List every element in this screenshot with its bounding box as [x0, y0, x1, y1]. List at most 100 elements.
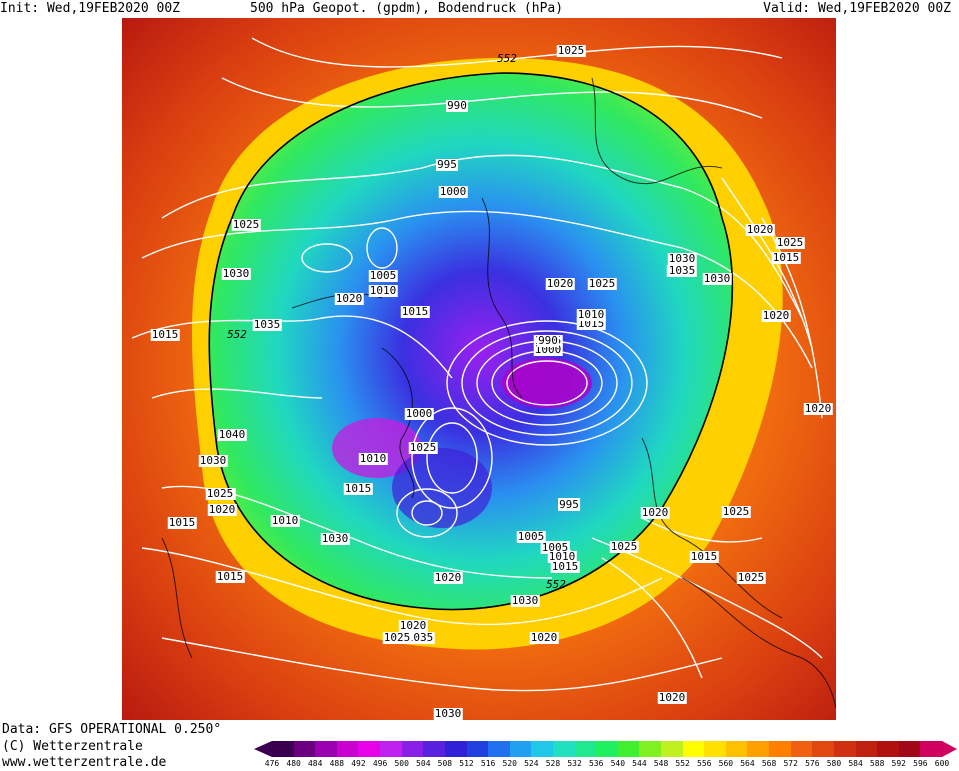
- legend-swatch: [596, 741, 619, 757]
- legend-tick-label: 552: [675, 759, 690, 768]
- legend-tick-label: 484: [307, 759, 323, 768]
- isobar-label: 1035: [405, 631, 435, 644]
- legend-tick-label: 504: [416, 759, 431, 768]
- isobar-label: 1030: [510, 594, 540, 607]
- isobar-label: 1010: [368, 284, 398, 297]
- legend-tick-label: 540: [610, 759, 626, 768]
- legend-tick-label: 524: [524, 759, 539, 768]
- isobar-label: 1025: [382, 631, 412, 644]
- isobar-label: 1030: [667, 252, 697, 265]
- isobar-label: 1010: [576, 308, 606, 321]
- isobar-label: 1030: [702, 272, 732, 285]
- legend-swatch: [466, 741, 489, 757]
- isobar-label: 1020: [657, 691, 687, 704]
- legend-tick-label: 588: [869, 759, 885, 768]
- isobar-lines: [131, 37, 823, 692]
- isobar-label: 1010: [270, 514, 300, 527]
- isobar-label: 1025: [721, 505, 751, 518]
- weather-map: [122, 18, 836, 720]
- legend-swatch: [552, 741, 576, 757]
- isobar-label: 1015: [771, 251, 801, 264]
- isobar-label: 1000: [404, 407, 434, 420]
- low-center-east: [502, 358, 592, 408]
- legend-tick-label: 488: [329, 759, 345, 768]
- legend-swatch: [293, 741, 316, 757]
- height-contour-label: 552: [227, 328, 247, 341]
- isobar-label: 1025: [775, 236, 805, 249]
- legend-tick-label: 572: [783, 759, 798, 768]
- isobar-label: 1010: [358, 452, 388, 465]
- legend-tick-label: 576: [805, 759, 820, 768]
- isobar-label: 1015: [400, 305, 430, 318]
- isobar-label: 1030: [433, 707, 463, 720]
- legend-swatch: [358, 741, 381, 757]
- legend-tick-label: 500: [394, 759, 409, 768]
- isobar-label: 1010: [547, 550, 577, 563]
- legend-tick-label: 564: [740, 759, 755, 768]
- legend-swatch: [509, 741, 532, 757]
- isobar-label: 1015: [167, 516, 197, 529]
- isobar-label: 995: [436, 158, 458, 171]
- isobar-label: 1025: [587, 277, 617, 290]
- legend-tick-label: 528: [545, 759, 561, 768]
- isobar-label: 1020: [640, 506, 670, 519]
- legend-tick-label: 476: [264, 759, 280, 768]
- legend-tick-label: 532: [567, 759, 582, 768]
- legend-tick-label: 568: [761, 759, 777, 768]
- legend-tick-label: 492: [351, 759, 366, 768]
- website-url: www.wetterzentrale.de: [2, 755, 167, 770]
- isobar-label: 1035: [252, 318, 282, 331]
- polar-vortex-area: [209, 73, 733, 610]
- legend-swatch: [444, 741, 467, 757]
- legend-swatch: [639, 741, 662, 757]
- isobar-label: 1020: [803, 402, 833, 415]
- height-contour-label: 552: [497, 52, 517, 65]
- legend-swatch: [682, 741, 705, 757]
- legend-swatch: [920, 741, 943, 757]
- isobar-label: 1015: [343, 482, 373, 495]
- copyright: (C) Wetterzentrale: [2, 739, 143, 754]
- isobar-label: 1025: [556, 44, 586, 57]
- legend-swatch: [401, 741, 424, 757]
- legend-swatch: [488, 741, 511, 757]
- isobar-label: 1030: [320, 532, 350, 545]
- isobar-label: 1015: [689, 550, 719, 563]
- geopotential-map-canvas: [122, 18, 836, 720]
- legend-tick-label: 544: [632, 759, 647, 768]
- legend-tick-label: 548: [653, 759, 669, 768]
- isobar-label: 1015: [550, 560, 580, 573]
- legend-swatch: [725, 741, 748, 757]
- color-scale-legend: 476 480 484 488 492 496 500 504 508 512 516 520 524 5…: [254, 741, 959, 770]
- low-center-west: [332, 418, 422, 478]
- legend-swatch: [877, 741, 900, 757]
- legend-tick-label: 508: [437, 759, 453, 768]
- isobar-label: 990: [446, 99, 468, 112]
- legend-tick-label: 520: [502, 759, 517, 768]
- legend-right-arrow: [942, 741, 957, 757]
- legend-swatch: [423, 741, 446, 757]
- isobar-label: 1020: [207, 503, 237, 516]
- map-title: 500 hPa Geopot. (gpdm), Bodendruck (hPa): [250, 1, 564, 16]
- legend-swatch: [769, 741, 792, 757]
- legend-tick-label: 580: [826, 759, 842, 768]
- isobar-label: 1030: [221, 267, 251, 280]
- legend-tick-label: 560: [718, 759, 734, 768]
- isobar-label: 1025: [736, 571, 766, 584]
- legend-swatch: [898, 741, 921, 757]
- legend-swatch: [833, 741, 857, 757]
- data-source: Data: GFS OPERATIONAL 0.250°: [2, 722, 222, 737]
- isobar-label: 1025: [609, 540, 639, 553]
- legend-swatch: [531, 741, 554, 757]
- legend-swatch: [315, 741, 338, 757]
- isobar-label: 1020: [334, 292, 364, 305]
- isobar-label: 1020: [529, 631, 559, 644]
- isobar-label: 1015: [215, 570, 245, 583]
- isobar-label: 1020: [761, 309, 791, 322]
- height-contour-label: 552: [546, 578, 566, 591]
- legend-tick-label: 556: [697, 759, 712, 768]
- isobar-label: 1025: [231, 218, 261, 231]
- valid-time: Valid: Wed,19FEB2020 00Z: [763, 1, 951, 16]
- legend-swatch: [704, 741, 727, 757]
- legend-swatch: [336, 741, 359, 757]
- legend-tick-label: 496: [372, 759, 388, 768]
